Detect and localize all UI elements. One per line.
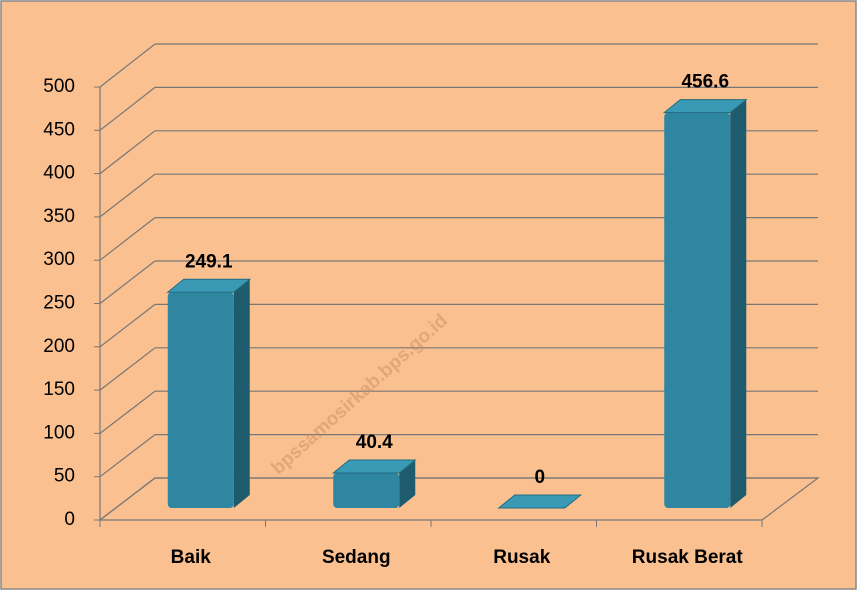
bar-top — [331, 459, 417, 474]
bar-side — [233, 279, 250, 508]
y-tick-label: 100 — [43, 422, 75, 443]
grid-line — [99, 173, 156, 218]
grid-line — [99, 390, 156, 434]
x-tick-label: Rusak Berat — [632, 547, 744, 568]
x-tick-label: Baik — [171, 547, 212, 568]
grid-line — [99, 217, 156, 261]
bar-side — [399, 460, 416, 508]
grid-line — [99, 43, 156, 88]
x-tick-label: Rusak — [493, 547, 550, 568]
data-label: 0 — [534, 467, 545, 488]
bar — [664, 112, 731, 508]
x-tick-label: Sedang — [322, 547, 391, 568]
grid-line — [99, 260, 156, 304]
bar-top — [662, 99, 748, 114]
data-label: 249.1 — [185, 251, 233, 272]
y-tick-label: 450 — [43, 119, 75, 140]
bar-top — [166, 278, 252, 293]
bar — [333, 473, 400, 508]
grid-line — [99, 86, 156, 131]
y-tick-label: 200 — [43, 336, 75, 357]
grid-line — [99, 130, 156, 175]
bar-side — [730, 99, 747, 508]
y-tick-label: 250 — [43, 293, 75, 314]
y-tick-label: 400 — [43, 163, 75, 184]
y-tick-label: 150 — [43, 379, 75, 400]
y-tick-label: 500 — [43, 76, 75, 97]
data-label: 40.4 — [356, 432, 393, 453]
grid-line — [99, 434, 156, 478]
bar-top — [497, 494, 583, 509]
y-tick-label: 350 — [43, 206, 75, 227]
grid-line — [99, 303, 156, 348]
bar — [167, 292, 234, 508]
grid-line — [99, 347, 156, 391]
y-tick-label: 0 — [64, 509, 75, 530]
y-tick-label: 50 — [54, 466, 75, 487]
data-label: 456.6 — [681, 72, 729, 93]
y-tick-label: 300 — [43, 249, 75, 270]
grid-line — [99, 477, 156, 521]
